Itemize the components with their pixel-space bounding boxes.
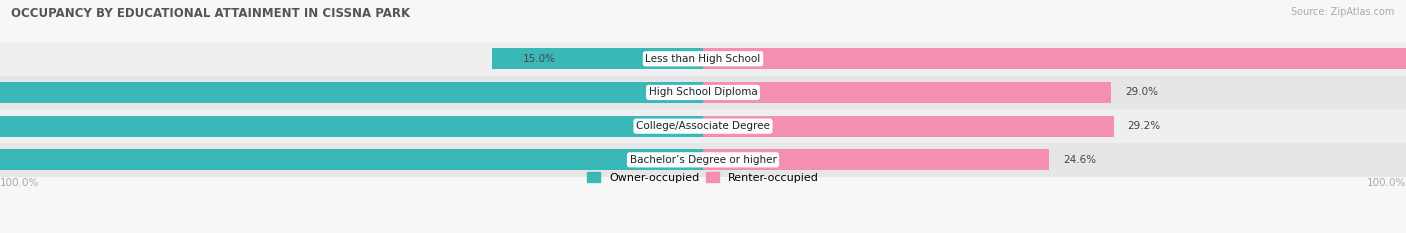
- Bar: [0, 109, 1406, 143]
- Bar: [703, 48, 1406, 69]
- Text: 29.0%: 29.0%: [1125, 87, 1157, 97]
- Text: Source: ZipAtlas.com: Source: ZipAtlas.com: [1291, 7, 1395, 17]
- Text: OCCUPANCY BY EDUCATIONAL ATTAINMENT IN CISSNA PARK: OCCUPANCY BY EDUCATIONAL ATTAINMENT IN C…: [11, 7, 411, 20]
- Text: 24.6%: 24.6%: [1063, 155, 1097, 165]
- Text: 100.0%: 100.0%: [0, 178, 39, 188]
- Legend: Owner-occupied, Renter-occupied: Owner-occupied, Renter-occupied: [582, 168, 824, 187]
- Text: 29.2%: 29.2%: [1128, 121, 1161, 131]
- Bar: [0, 76, 1406, 109]
- Bar: [0, 42, 1406, 76]
- Text: Less than High School: Less than High School: [645, 54, 761, 64]
- Text: 100.0%: 100.0%: [1367, 178, 1406, 188]
- Text: College/Associate Degree: College/Associate Degree: [636, 121, 770, 131]
- Bar: [0, 143, 1406, 177]
- Bar: [0, 82, 703, 103]
- Bar: [703, 149, 1049, 170]
- Text: Bachelor’s Degree or higher: Bachelor’s Degree or higher: [630, 155, 776, 165]
- Bar: [703, 82, 1111, 103]
- Text: High School Diploma: High School Diploma: [648, 87, 758, 97]
- Bar: [703, 116, 1114, 137]
- Bar: [492, 48, 703, 69]
- Text: 15.0%: 15.0%: [523, 54, 555, 64]
- Bar: [0, 116, 703, 137]
- Bar: [0, 149, 703, 170]
